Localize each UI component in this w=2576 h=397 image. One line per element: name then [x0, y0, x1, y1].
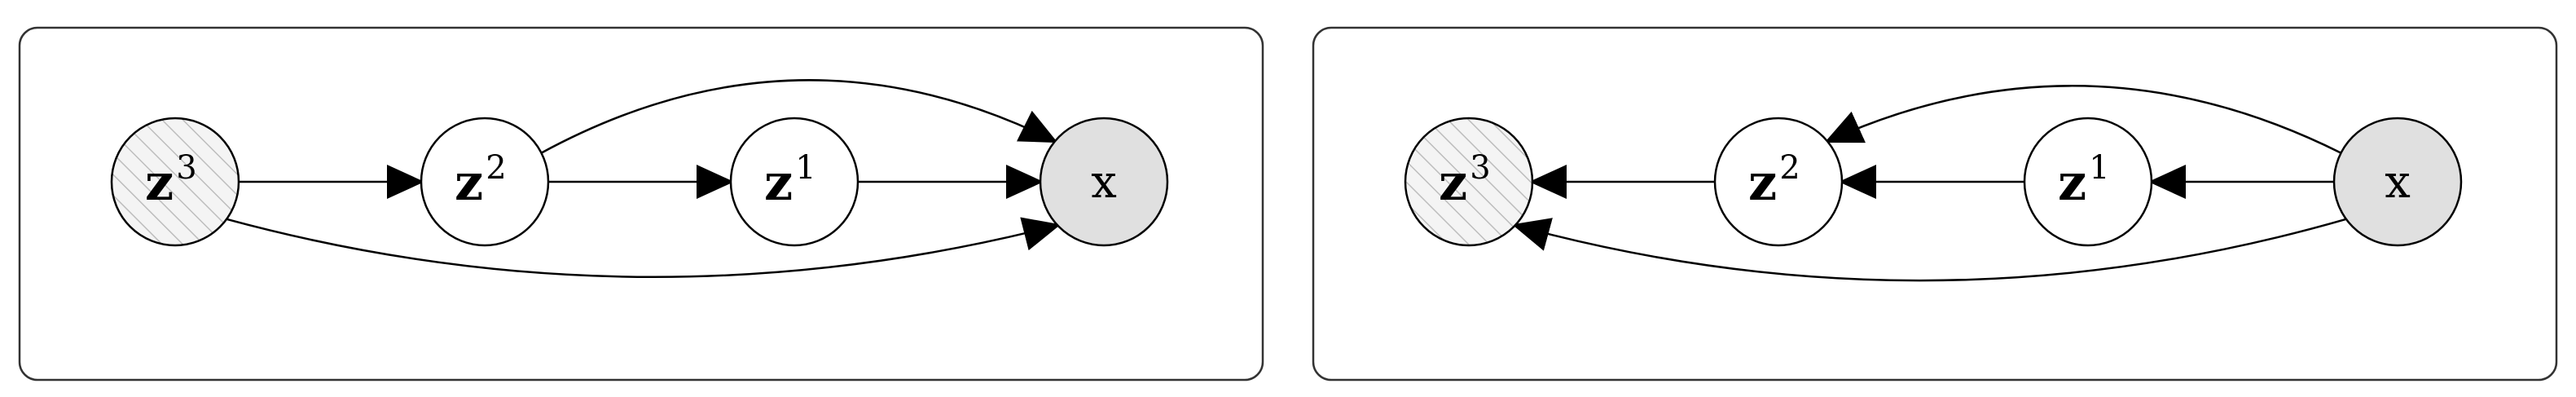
right-diagram-panel: z3 z2 z1 x — [1312, 26, 2558, 382]
right-node-x: x — [2332, 117, 2463, 247]
left-node-z1-base: z — [764, 152, 793, 212]
left-node-z2-label: z2 — [455, 149, 507, 212]
right-edge-x-to-z2 — [1824, 85, 2342, 154]
right-edge-x-to-z3 — [1512, 218, 2347, 282]
right-node-z3-base: z — [1439, 152, 1467, 212]
right-node-z3: z3 — [1404, 117, 1534, 247]
right-node-x-circle — [2332, 117, 2463, 247]
right-node-z2-circle — [1713, 117, 1844, 247]
left-node-x-label: x — [1091, 156, 1117, 209]
left-node-z2-circle — [420, 117, 550, 247]
right-node-z1-circle — [2023, 117, 2153, 247]
left-node-z1: z1 — [729, 117, 859, 247]
left-node-z2-base: z — [455, 152, 483, 212]
right-node-z2-base: z — [1748, 152, 1777, 212]
left-panel-frame — [18, 26, 1264, 382]
left-node-x: x — [1039, 117, 1169, 247]
right-node-z3-circle — [1404, 117, 1534, 247]
left-node-z3: z3 — [110, 117, 240, 247]
right-node-z2-label: z2 — [1748, 149, 1800, 212]
right-node-z1-base: z — [2058, 152, 2086, 212]
left-node-z1-label: z1 — [764, 149, 816, 212]
left-node-z1-circle — [729, 117, 859, 247]
right-node-z3-sup: 3 — [1470, 149, 1490, 187]
right-edges — [1512, 85, 2347, 282]
right-nodes: z3 z2 z1 x — [1404, 117, 2463, 247]
left-nodes: z3 z2 z1 x — [110, 117, 1169, 247]
left-edges — [226, 79, 1061, 279]
left-node-x-circle — [1039, 117, 1169, 247]
left-diagram-panel: z3 z2 z1 x — [18, 26, 1264, 382]
right-node-z2-sup: 2 — [1779, 149, 1800, 187]
left-node-x-base: x — [1091, 156, 1117, 209]
left-edge-z3-to-x — [226, 217, 1061, 279]
left-node-z3-base: z — [145, 152, 174, 212]
right-node-z3-label: z3 — [1439, 149, 1491, 212]
right-node-z1-sup: 1 — [2089, 149, 2109, 187]
left-node-z3-label: z3 — [145, 149, 197, 212]
right-panel-frame — [1312, 26, 2558, 382]
left-node-z3-circle — [110, 117, 240, 247]
right-node-x-label: x — [2385, 156, 2411, 209]
left-node-z2-sup: 2 — [486, 149, 506, 187]
left-node-z2: z2 — [420, 117, 550, 247]
right-node-z2: z2 — [1713, 117, 1844, 247]
right-node-z1: z1 — [2023, 117, 2153, 247]
left-edge-z2-to-x — [540, 79, 1058, 154]
left-node-z1-sup: 1 — [795, 149, 815, 187]
right-node-z1-label: z1 — [2058, 149, 2110, 212]
right-node-x-base: x — [2385, 156, 2411, 209]
left-node-z3-sup: 3 — [176, 149, 196, 187]
